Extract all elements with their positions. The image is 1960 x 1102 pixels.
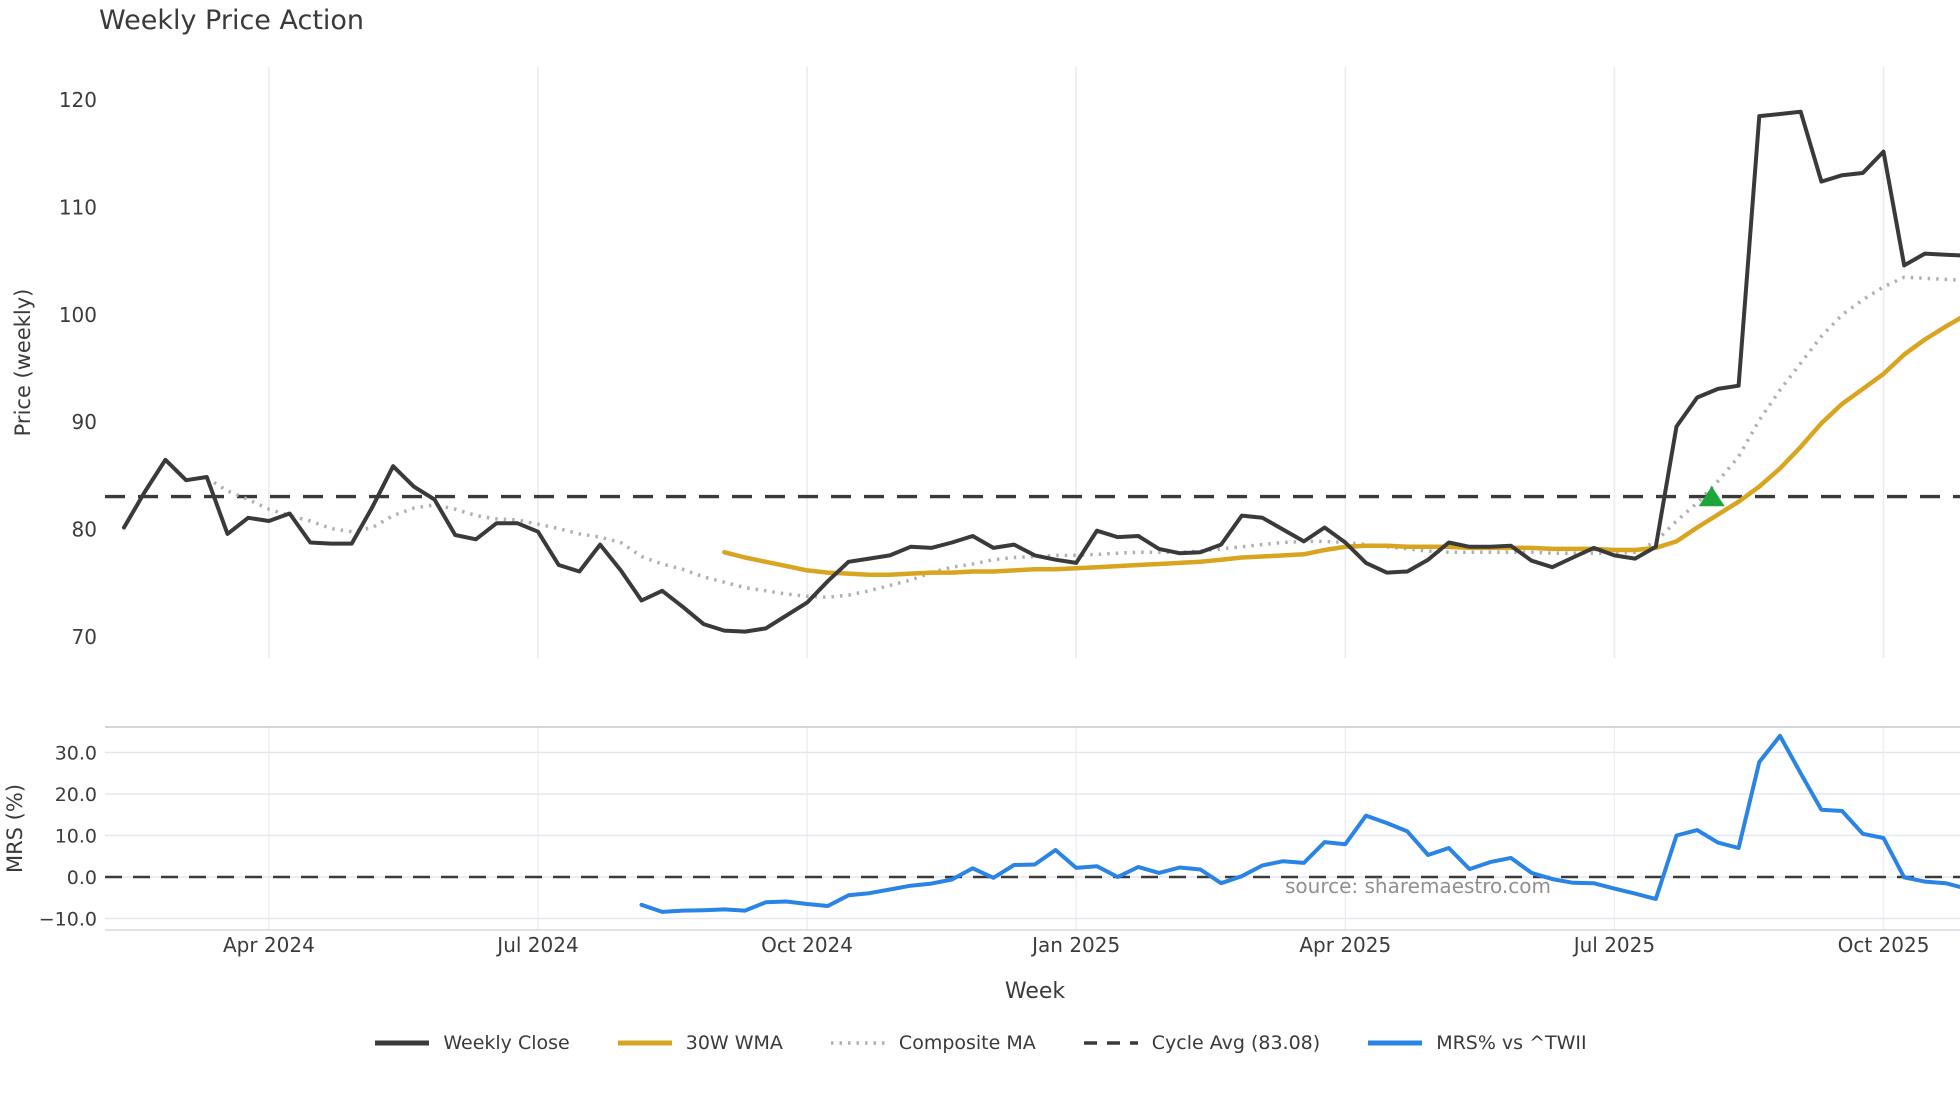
mrs-ytick-label: 30.0 bbox=[55, 743, 97, 765]
legend-item-cycle-avg-83-08: Cycle Avg (83.08) bbox=[1082, 1032, 1320, 1054]
x-tick-label: Jul 2025 bbox=[1572, 933, 1655, 957]
legend-label: Weekly Close bbox=[443, 1032, 570, 1054]
legend-item-mrs-vs-twii: MRS% vs ^TWII bbox=[1366, 1032, 1587, 1054]
price-ytick-label: 70 bbox=[72, 625, 97, 649]
source-note: source: sharemaestro.com bbox=[1285, 874, 1551, 898]
mrs-ytick-label: −10.0 bbox=[39, 909, 97, 931]
price-ytick-label: 110 bbox=[59, 195, 97, 219]
legend-swatch-icon bbox=[617, 1040, 672, 1046]
buy-signal-triangle-icon bbox=[1698, 486, 1725, 507]
legend-swatch-icon bbox=[830, 1041, 885, 1045]
legend-label: Cycle Avg (83.08) bbox=[1151, 1032, 1321, 1054]
mrs-axis-label: MRS (%) bbox=[3, 784, 27, 873]
price-ytick-label: 100 bbox=[59, 303, 97, 327]
chart-title: Weekly Price Action bbox=[99, 5, 365, 36]
legend-label: Composite MA bbox=[898, 1032, 1036, 1054]
price-ytick-label: 80 bbox=[72, 518, 97, 542]
chart-legend: Weekly Close 30W WMA Composite MA Cycle Avg… bbox=[0, 1032, 1960, 1054]
price-ytick-label: 120 bbox=[59, 88, 97, 112]
legend-item-weekly-close: Weekly Close bbox=[373, 1032, 570, 1054]
wma-30w-line bbox=[722, 315, 1960, 577]
price-ytick-label: 90 bbox=[72, 410, 97, 434]
x-tick-label: Oct 2024 bbox=[761, 933, 853, 957]
legend-label: MRS% vs ^TWII bbox=[1436, 1032, 1587, 1054]
x-tick-label: Apr 2024 bbox=[223, 933, 315, 957]
x-tick-label: Jul 2024 bbox=[495, 933, 578, 957]
legend-item-30w-wma: 30W WMA bbox=[616, 1032, 783, 1054]
price-axis-label: Price (weekly) bbox=[11, 289, 35, 437]
legend-swatch-icon bbox=[1368, 1040, 1423, 1046]
legend-swatch-icon bbox=[1083, 1041, 1138, 1045]
mrs-line bbox=[639, 733, 1960, 914]
x-tick-label: Oct 2025 bbox=[1838, 933, 1930, 957]
x-axis-label: Week bbox=[1005, 979, 1066, 1004]
x-tick-label: Jan 2025 bbox=[1030, 933, 1120, 957]
mrs-ytick-label: 20.0 bbox=[55, 784, 97, 806]
legend-label: 30W WMA bbox=[685, 1032, 783, 1054]
x-tick-label: Apr 2025 bbox=[1299, 933, 1391, 957]
weekly-close-line bbox=[122, 109, 1960, 634]
mrs-ytick-label: 0.0 bbox=[67, 867, 97, 889]
legend-swatch-icon bbox=[375, 1040, 430, 1046]
mrs-ytick-label: 10.0 bbox=[55, 826, 97, 848]
legend-item-composite-ma: Composite MA bbox=[829, 1032, 1036, 1054]
